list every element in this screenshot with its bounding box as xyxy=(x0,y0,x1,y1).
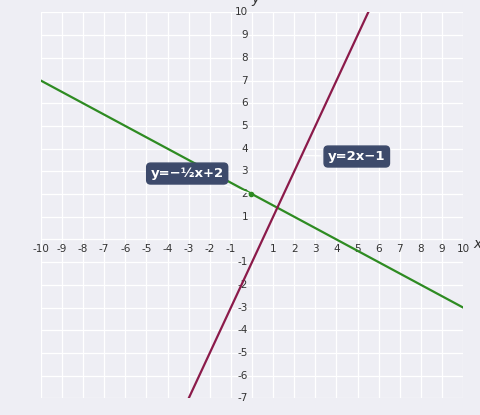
Text: 8: 8 xyxy=(418,244,424,254)
Text: x: x xyxy=(474,237,480,251)
Text: -5: -5 xyxy=(238,348,248,358)
Text: -1: -1 xyxy=(238,257,248,267)
Text: 6: 6 xyxy=(375,244,382,254)
Text: 2: 2 xyxy=(241,189,248,199)
Text: 5: 5 xyxy=(354,244,361,254)
Text: 10: 10 xyxy=(235,7,248,17)
Text: 1: 1 xyxy=(241,212,248,222)
Text: y: y xyxy=(252,0,260,6)
Text: -8: -8 xyxy=(78,244,88,254)
Text: -3: -3 xyxy=(183,244,194,254)
Text: -5: -5 xyxy=(141,244,152,254)
Text: -9: -9 xyxy=(57,244,67,254)
Text: -2: -2 xyxy=(204,244,215,254)
Text: -10: -10 xyxy=(32,244,49,254)
Text: 10: 10 xyxy=(456,244,470,254)
Text: 1: 1 xyxy=(270,244,276,254)
Text: 5: 5 xyxy=(241,121,248,131)
Text: 9: 9 xyxy=(439,244,445,254)
Text: -6: -6 xyxy=(120,244,131,254)
Text: -2: -2 xyxy=(238,280,248,290)
Text: 8: 8 xyxy=(241,53,248,63)
Text: 7: 7 xyxy=(241,76,248,85)
Text: 3: 3 xyxy=(241,166,248,176)
Text: 7: 7 xyxy=(396,244,403,254)
Text: -4: -4 xyxy=(162,244,173,254)
Text: y=−½x+2: y=−½x+2 xyxy=(151,167,248,193)
Text: -4: -4 xyxy=(238,325,248,335)
Text: -3: -3 xyxy=(238,303,248,312)
Text: 9: 9 xyxy=(241,30,248,40)
Text: 2: 2 xyxy=(291,244,298,254)
Text: -6: -6 xyxy=(238,371,248,381)
Text: 6: 6 xyxy=(241,98,248,108)
Text: 3: 3 xyxy=(312,244,319,254)
Text: y=2x−1: y=2x−1 xyxy=(304,150,385,163)
Text: -7: -7 xyxy=(238,393,248,403)
Text: 4: 4 xyxy=(241,144,248,154)
Text: 4: 4 xyxy=(333,244,340,254)
Text: -1: -1 xyxy=(226,244,236,254)
Text: -7: -7 xyxy=(99,244,109,254)
